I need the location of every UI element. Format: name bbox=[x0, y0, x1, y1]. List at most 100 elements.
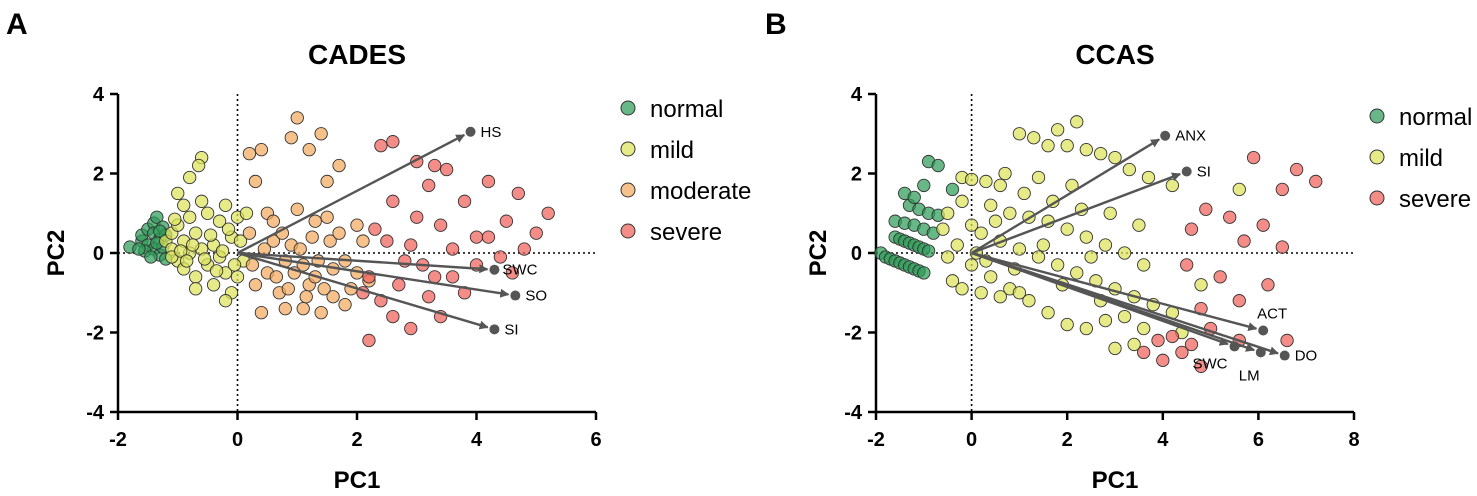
data-point-severe bbox=[445, 242, 460, 256]
data-point-moderate bbox=[320, 210, 334, 224]
data-point-severe bbox=[1256, 218, 1270, 232]
data-point-mild bbox=[1041, 305, 1055, 320]
data-point-severe bbox=[410, 210, 424, 224]
legend-label-normal: normal bbox=[1399, 104, 1472, 131]
loading-vector-act bbox=[971, 251, 1258, 331]
data-point-normal bbox=[945, 182, 960, 197]
data-point-mild bbox=[993, 178, 1007, 193]
data-point-mild bbox=[941, 250, 955, 264]
y-tick-label: -4 bbox=[844, 402, 863, 424]
data-point-severe bbox=[392, 278, 406, 292]
data-point-severe bbox=[1237, 234, 1251, 248]
x-tick-label: 2 bbox=[351, 429, 362, 451]
data-point-moderate bbox=[242, 146, 257, 161]
data-point-mild bbox=[197, 252, 212, 266]
data-point-mild bbox=[941, 206, 955, 220]
data-point-mild bbox=[1012, 286, 1027, 300]
data-point-severe bbox=[481, 230, 496, 244]
data-point-moderate bbox=[323, 234, 337, 248]
data-point-severe bbox=[422, 178, 436, 193]
loading-vector-endpoint bbox=[489, 324, 500, 335]
data-point-mild bbox=[200, 206, 215, 220]
data-point-severe bbox=[1275, 240, 1289, 254]
data-point-moderate bbox=[248, 278, 263, 292]
data-point-mild bbox=[239, 206, 254, 220]
data-point-mild bbox=[998, 166, 1012, 181]
legend-marker-moderate bbox=[620, 182, 636, 198]
data-point-mild bbox=[221, 222, 236, 236]
loading-vector-label: ACT bbox=[1257, 306, 1287, 323]
loading-vector-anx bbox=[970, 138, 1160, 255]
data-point-moderate bbox=[332, 158, 346, 173]
loading-vector-label: DO bbox=[1295, 348, 1318, 365]
data-point-mild bbox=[189, 270, 203, 284]
data-point-mild bbox=[1098, 313, 1113, 328]
data-point-normal bbox=[921, 244, 936, 258]
loading-vector-label: HS bbox=[481, 124, 502, 141]
data-point-mild bbox=[1027, 131, 1041, 145]
data-point-moderate bbox=[281, 282, 295, 296]
y-axis-label-b: PC2 bbox=[805, 230, 832, 277]
loading-vector-label: SWC bbox=[1193, 355, 1228, 372]
loading-vector-si bbox=[237, 251, 489, 330]
data-point-mild bbox=[174, 244, 188, 258]
loading-vector-endpoint bbox=[489, 264, 500, 275]
data-point-mild bbox=[1012, 127, 1027, 141]
data-point-mild bbox=[974, 286, 988, 300]
data-point-severe bbox=[1261, 278, 1275, 292]
data-point-mild bbox=[186, 238, 200, 252]
data-point-severe bbox=[469, 230, 484, 244]
data-point-mild bbox=[950, 238, 964, 252]
legend-cades: normal mild moderate severe bbox=[620, 96, 751, 246]
panel-letter-b: B bbox=[765, 8, 787, 41]
loading-vector-endpoint bbox=[1279, 350, 1290, 361]
y-tick-label: 0 bbox=[93, 243, 104, 265]
data-point-mild bbox=[1098, 238, 1113, 252]
data-point-severe bbox=[481, 174, 496, 189]
legend-ccas: normal mild severe bbox=[1369, 104, 1472, 213]
data-point-severe bbox=[1151, 333, 1165, 348]
data-point-severe bbox=[457, 194, 472, 208]
data-point-severe bbox=[386, 194, 400, 208]
loading-vector-label: ANX bbox=[1175, 128, 1206, 145]
data-point-moderate bbox=[302, 142, 316, 157]
loading-vector-si bbox=[971, 172, 1181, 255]
data-point-severe bbox=[404, 321, 418, 336]
data-point-moderate bbox=[332, 226, 346, 240]
data-point-mild bbox=[192, 158, 206, 173]
panel-letter-a: A bbox=[6, 8, 28, 41]
x-tick-label: 0 bbox=[966, 429, 977, 451]
data-point-normal bbox=[144, 250, 158, 264]
data-point-moderate bbox=[254, 305, 269, 320]
data-point-mild bbox=[227, 258, 242, 272]
data-point-mild bbox=[1137, 258, 1151, 272]
loading-vector-endpoint bbox=[1255, 347, 1266, 358]
data-point-severe bbox=[1137, 345, 1151, 360]
data-point-mild bbox=[183, 170, 197, 185]
loading-vector-label: SI bbox=[504, 321, 518, 338]
data-point-severe bbox=[386, 135, 400, 149]
data-point-mild bbox=[1108, 341, 1122, 356]
legend-label-severe: severe bbox=[1399, 186, 1471, 213]
data-point-severe bbox=[1156, 353, 1170, 367]
data-point-severe bbox=[1180, 258, 1194, 272]
data-point-mild bbox=[1084, 250, 1098, 264]
y-tick-label: 4 bbox=[93, 84, 105, 106]
data-point-severe bbox=[1175, 345, 1189, 360]
x-tick-label: -2 bbox=[109, 429, 127, 451]
data-point-severe bbox=[517, 242, 531, 256]
data-point-severe bbox=[1289, 162, 1304, 177]
data-point-mild bbox=[218, 294, 233, 308]
data-point-mild bbox=[189, 226, 203, 240]
data-point-mild bbox=[209, 264, 224, 278]
data-point-moderate bbox=[350, 218, 364, 232]
data-point-moderate bbox=[248, 174, 263, 189]
data-point-mild bbox=[1108, 150, 1122, 165]
loading-vector-endpoint bbox=[1160, 130, 1171, 141]
loading-vector-label: LM bbox=[1239, 367, 1260, 384]
data-point-severe bbox=[386, 309, 400, 324]
loading-vector-label: SI bbox=[1197, 164, 1211, 181]
data-point-mild bbox=[180, 254, 194, 268]
y-tick-label: 0 bbox=[851, 243, 862, 265]
